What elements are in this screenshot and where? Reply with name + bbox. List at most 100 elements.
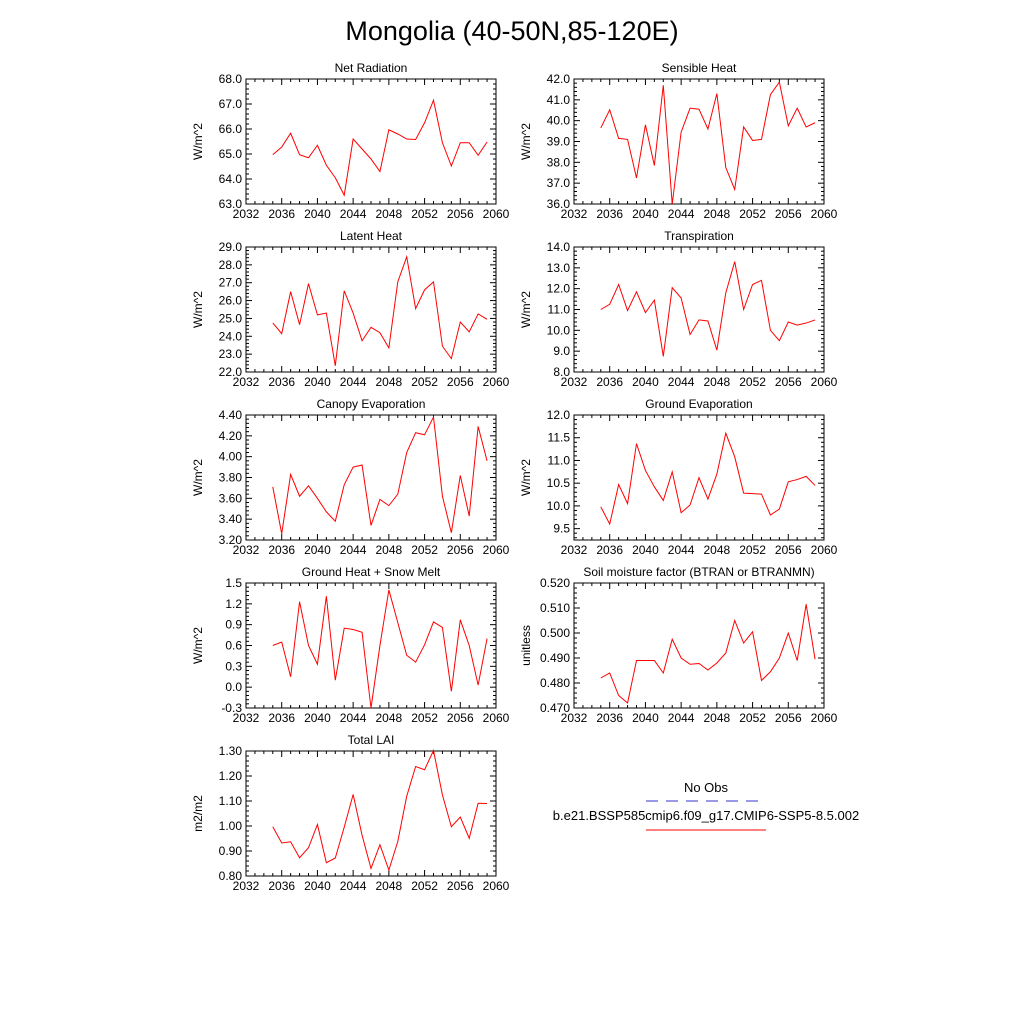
x-tick-label: 2060: [811, 711, 838, 725]
y-tick-label: 63.0: [219, 197, 243, 211]
y-tick-label: 3.20: [219, 533, 243, 547]
x-tick-label: 2060: [483, 543, 510, 557]
y-tick-label: 22.0: [219, 365, 243, 379]
panel-9: Total LAI 2032 2036 2040 2044 2048 2052 2056 206…: [191, 733, 510, 893]
plot-frame: [245, 246, 497, 373]
y-tick-label: 64.0: [219, 172, 243, 186]
y-tick-label: 3.60: [219, 491, 243, 505]
y-axis-label: W/m^2: [519, 123, 533, 160]
series-line: [272, 748, 488, 872]
panel-6: Ground Evaporation 2032 2036 2040 2044 2048 20…: [519, 397, 838, 557]
x-tick-label: 2060: [483, 375, 510, 389]
x-tick-label: 2032: [561, 711, 588, 725]
y-tick-label: 26.0: [219, 294, 243, 308]
x-tick-label: 2036: [596, 543, 623, 557]
y-tick-label: 25.0: [219, 311, 243, 325]
y-axis-label: W/m^2: [519, 459, 533, 496]
x-tick-label: 2048: [704, 711, 731, 725]
panel-2: Sensible Heat 2032 2036 2040 2044 2048 2052 205…: [519, 61, 838, 221]
x-tick-label: 2060: [811, 543, 838, 557]
x-tick-label: 2056: [775, 711, 802, 725]
y-tick-label: 0.0: [225, 680, 242, 694]
y-tick-label: -0.3: [221, 701, 242, 715]
y-tick-label: 4.00: [219, 450, 243, 464]
y-tick-label: 1.10: [219, 794, 243, 808]
series-line: [600, 431, 816, 526]
x-tick-label: 2056: [447, 543, 474, 557]
x-tick-label: 2040: [632, 543, 659, 557]
x-tick-label: 2056: [775, 543, 802, 557]
x-tick-label: 2052: [739, 375, 766, 389]
y-tick-label: 3.40: [219, 512, 243, 526]
x-tick-label: 2040: [304, 879, 331, 893]
y-tick-label: 3.80: [219, 471, 243, 485]
y-tick-label: 38.0: [547, 155, 571, 169]
x-tick-label: 2052: [411, 375, 438, 389]
y-tick-label: 9.5: [553, 522, 570, 536]
panel-title: Transpiration: [664, 229, 734, 243]
legend-obs-label: No Obs: [684, 780, 729, 795]
x-tick-label: 2032: [233, 879, 260, 893]
x-tick-label: 2032: [233, 711, 260, 725]
y-tick-label: 36.0: [547, 197, 571, 211]
y-tick-label: 1.00: [219, 819, 243, 833]
x-tick-label: 2040: [304, 711, 331, 725]
x-tick-label: 2048: [376, 879, 403, 893]
x-tick-label: 2040: [304, 543, 331, 557]
plot-frame: [573, 246, 825, 373]
y-tick-label: 68.0: [219, 72, 243, 86]
panel-title: Canopy Evaporation: [317, 397, 426, 411]
x-tick-label: 2052: [739, 711, 766, 725]
series-line: [600, 261, 816, 357]
y-tick-label: 0.520: [540, 576, 570, 590]
panel-5: Canopy Evaporation 2032 2036 2040 2044 2048 20…: [191, 397, 510, 557]
y-tick-label: 1.20: [219, 769, 243, 783]
series-line: [600, 604, 816, 704]
plot-frame: [245, 582, 497, 709]
y-tick-label: 13.0: [547, 261, 571, 275]
y-tick-label: 10.5: [547, 476, 571, 490]
y-axis-label: W/m^2: [191, 459, 205, 496]
legend-model-label: b.e21.BSSP585cmip6.f09_g17.CMIP6-SSP5-8.…: [553, 808, 859, 823]
plot-frame: [245, 750, 497, 877]
x-tick-label: 2052: [411, 711, 438, 725]
panel-1: Net Radiation 2032 2036 2040 2044 2048 2052 205…: [191, 61, 510, 221]
y-tick-label: 11.5: [548, 431, 571, 445]
y-axis-label: W/m^2: [519, 291, 533, 328]
x-tick-label: 2044: [340, 207, 367, 221]
x-tick-label: 2052: [739, 543, 766, 557]
y-axis-label: W/m^2: [191, 291, 205, 328]
y-tick-label: 11.0: [548, 303, 571, 317]
x-tick-label: 2032: [233, 543, 260, 557]
y-tick-label: 10.0: [547, 323, 571, 337]
panel-title: Ground Evaporation: [645, 397, 752, 411]
x-tick-label: 2044: [668, 543, 695, 557]
x-tick-label: 2036: [596, 207, 623, 221]
x-tick-label: 2048: [704, 375, 731, 389]
x-tick-label: 2032: [233, 207, 260, 221]
y-tick-label: 0.480: [540, 676, 570, 690]
x-tick-label: 2044: [340, 711, 367, 725]
series-line: [272, 254, 488, 366]
y-tick-label: 0.6: [225, 639, 242, 653]
y-tick-label: 1.2: [225, 597, 242, 611]
y-tick-label: 66.0: [219, 122, 243, 136]
x-tick-label: 2036: [596, 375, 623, 389]
x-tick-label: 2044: [340, 879, 367, 893]
x-tick-label: 2032: [561, 207, 588, 221]
x-tick-label: 2052: [411, 879, 438, 893]
x-tick-label: 2036: [268, 375, 295, 389]
y-tick-label: 4.20: [219, 429, 243, 443]
y-tick-label: 28.0: [219, 258, 243, 272]
x-tick-label: 2048: [376, 207, 403, 221]
x-tick-label: 2032: [233, 375, 260, 389]
x-tick-label: 2040: [632, 207, 659, 221]
x-tick-label: 2048: [376, 711, 403, 725]
y-tick-label: 0.3: [225, 659, 242, 673]
y-tick-label: 0.500: [540, 626, 570, 640]
y-axis-label: W/m^2: [191, 123, 205, 160]
y-axis-label: W/m^2: [191, 627, 205, 664]
y-tick-label: 12.0: [547, 408, 571, 422]
x-tick-label: 2060: [483, 207, 510, 221]
